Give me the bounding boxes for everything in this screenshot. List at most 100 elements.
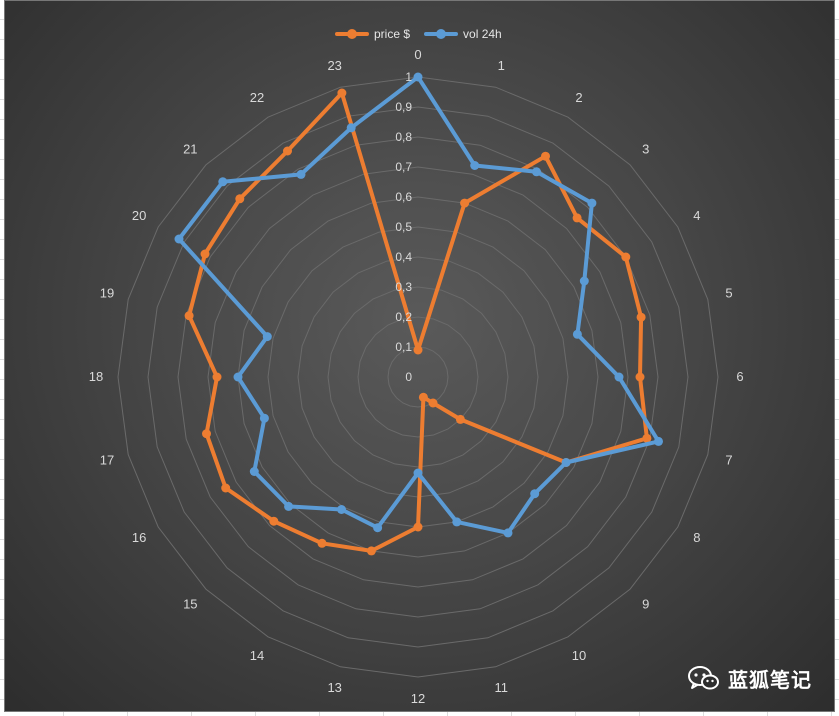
radial-tick-label: 0,1 — [395, 340, 412, 354]
data-point-price-6 — [635, 372, 645, 382]
data-point-price-11 — [418, 392, 428, 402]
legend-item-vol[interactable]: vol 24h — [424, 27, 502, 41]
data-point-price-0 — [413, 345, 423, 355]
data-point-price-9 — [455, 414, 465, 424]
legend-swatch-price — [335, 29, 369, 39]
category-label-19: 19 — [100, 286, 114, 301]
radar-gridline — [117, 76, 719, 678]
data-point-vol-0 — [413, 72, 423, 82]
category-label-9: 9 — [642, 597, 649, 612]
category-label-14: 14 — [250, 648, 264, 663]
radial-tick-label: 0,5 — [395, 220, 412, 234]
radar-gridline — [297, 256, 539, 498]
radial-tick-label: 1 — [405, 70, 412, 84]
category-label-20: 20 — [132, 208, 146, 223]
watermark: 蓝狐笔记 — [688, 664, 812, 693]
category-label-7: 7 — [725, 452, 732, 467]
category-label-23: 23 — [327, 58, 341, 73]
category-label-13: 13 — [327, 680, 341, 695]
radar-gridline — [177, 136, 659, 618]
category-label-22: 22 — [250, 90, 264, 105]
data-point-vol-22 — [296, 169, 306, 179]
category-label-5: 5 — [725, 286, 732, 301]
data-point-price-2 — [541, 151, 550, 161]
data-point-vol-6 — [614, 372, 624, 382]
data-point-vol-5 — [572, 329, 582, 339]
category-label-3: 3 — [642, 141, 649, 156]
category-label-18: 18 — [89, 369, 103, 384]
data-point-price-16 — [221, 483, 231, 493]
legend-label-price: price $ — [374, 27, 411, 41]
data-point-vol-8 — [561, 458, 571, 467]
data-point-vol-1 — [470, 161, 480, 170]
radar-gridline — [357, 316, 479, 438]
radar-gridline — [147, 106, 689, 648]
radial-tick-label: 0,2 — [395, 310, 412, 324]
category-label-10: 10 — [572, 648, 586, 663]
legend-item-price[interactable]: price $ — [335, 27, 410, 41]
radar-chart: 00,10,20,30,40,50,60,70,80,9101234567891… — [89, 47, 744, 706]
watermark-text: 蓝狐笔记 — [728, 668, 812, 692]
category-label-12: 12 — [411, 691, 425, 706]
data-point-vol-7 — [654, 436, 663, 446]
data-point-vol-13 — [373, 523, 383, 533]
data-point-vol-12 — [413, 468, 423, 478]
data-point-vol-11 — [452, 517, 462, 527]
data-point-price-13 — [366, 546, 376, 556]
category-label-15: 15 — [183, 597, 197, 612]
data-point-price-21 — [235, 194, 245, 204]
chart-legend[interactable]: price $ vol 24h — [335, 24, 502, 44]
category-label-21: 21 — [183, 141, 197, 156]
data-point-price-12 — [413, 522, 423, 532]
data-point-price-1 — [460, 198, 470, 208]
data-point-price-7 — [642, 433, 652, 443]
data-point-vol-9 — [530, 489, 540, 499]
category-label-0: 0 — [414, 47, 421, 62]
data-point-price-5 — [636, 312, 646, 322]
radial-tick-label: 0 — [405, 370, 412, 384]
data-point-price-18 — [212, 372, 222, 382]
data-point-vol-23 — [346, 123, 356, 133]
radial-tick-label: 0,8 — [395, 130, 412, 144]
category-label-8: 8 — [693, 530, 700, 545]
radial-tick-label: 0,3 — [395, 280, 412, 294]
data-point-vol-4 — [579, 276, 589, 286]
radar-gridline — [387, 346, 449, 408]
category-label-1: 1 — [498, 58, 505, 73]
data-point-vol-14 — [337, 505, 346, 514]
category-label-2: 2 — [575, 90, 582, 105]
data-point-price-10 — [428, 398, 438, 408]
data-point-price-22 — [283, 146, 292, 156]
legend-swatch-vol — [424, 29, 459, 39]
radial-tick-label: 0,9 — [395, 100, 412, 114]
category-label-16: 16 — [132, 530, 146, 545]
data-point-vol-10 — [503, 528, 513, 538]
data-point-price-14 — [317, 538, 327, 548]
data-point-price-20 — [200, 249, 210, 259]
data-point-price-3 — [572, 213, 582, 223]
category-label-4: 4 — [693, 208, 700, 223]
data-point-price-17 — [202, 429, 211, 439]
data-point-vol-2 — [532, 167, 541, 177]
chart-area[interactable]: 0 0,1 0,2 0,3 0,4 0,5 0,6 0,7 0,8 0,9 1 0 1 2 3 4 5 6 7 8 9 1… — [4, 0, 835, 712]
data-point-vol-21 — [218, 177, 228, 187]
radar-gridline — [207, 166, 629, 588]
data-point-vol-20 — [174, 234, 184, 244]
legend-label-vol: vol 24h — [463, 27, 502, 41]
radial-tick-label: 0,4 — [395, 250, 412, 264]
radial-tick-label: 0,7 — [395, 160, 412, 174]
data-point-vol-18 — [233, 372, 243, 382]
data-point-vol-16 — [249, 467, 259, 476]
data-point-price-23 — [337, 88, 347, 98]
data-point-price-15 — [269, 516, 279, 526]
data-point-price-19 — [184, 311, 194, 321]
category-label-17: 17 — [100, 452, 114, 467]
data-point-vol-15 — [284, 501, 294, 511]
radar-gridline — [327, 286, 509, 468]
wechat-icon — [688, 665, 719, 689]
radial-tick-label: 0,6 — [395, 190, 412, 204]
category-label-6: 6 — [736, 369, 743, 384]
data-point-vol-3 — [587, 198, 597, 208]
data-point-vol-17 — [259, 413, 269, 423]
